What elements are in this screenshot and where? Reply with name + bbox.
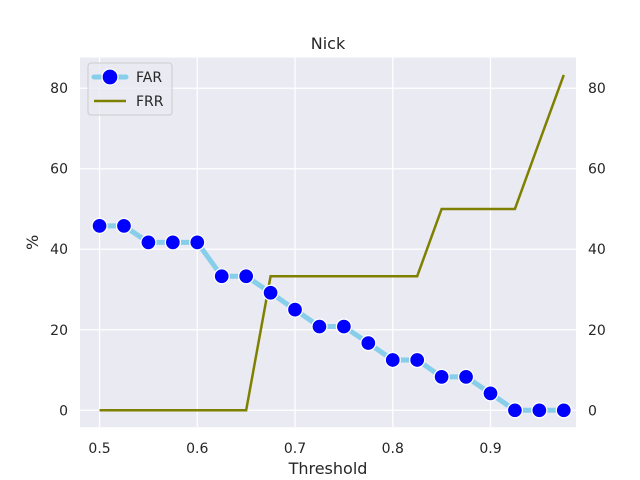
far-data-point: [237, 268, 255, 285]
x-axis-ticks: 0.5 0.6 0.7 0.8 0.9: [88, 441, 501, 457]
far-data-point: [433, 368, 450, 386]
far-data-point: [506, 402, 524, 419]
legend-frr-label: FRR: [136, 94, 164, 110]
far-data-point: [140, 234, 157, 251]
y-axis-label: %: [23, 235, 42, 250]
far-data-point: [482, 385, 499, 402]
far-data-point: [531, 402, 548, 419]
far-data-point: [311, 318, 328, 335]
far-data-point: [262, 284, 279, 301]
y-tick-label: 80: [50, 81, 68, 97]
right-y-tick-label: 0: [588, 403, 597, 419]
right-y-tick-label: 60: [588, 162, 606, 178]
far-data-point: [384, 351, 401, 369]
far-data-point: [189, 234, 206, 251]
series-layer: [91, 74, 572, 419]
right-y-tick-label: 20: [588, 323, 606, 339]
y-tick-label: 60: [50, 162, 68, 178]
x-tick-label: 0.5: [88, 441, 110, 457]
legend: FAR FRR: [87, 62, 173, 116]
far-data-point: [360, 334, 377, 352]
far-data-point: [213, 268, 230, 285]
y-axis-ticks: 0 20 40 60 80: [50, 81, 68, 419]
far-data-point: [555, 402, 572, 419]
x-tick-label: 0.6: [186, 441, 208, 457]
right-y-tick-label: 80: [588, 81, 606, 97]
far-data-point: [164, 234, 181, 251]
far-data-point: [91, 217, 108, 235]
far-data-point: [409, 351, 426, 369]
far-data-point: [457, 368, 475, 386]
legend-far-label: FAR: [136, 70, 162, 86]
x-tick-label: 0.8: [382, 441, 404, 457]
far-data-point: [115, 217, 133, 235]
x-axis-label: Threshold: [288, 459, 368, 478]
y-tick-label: 40: [50, 242, 68, 258]
far-data-point: [286, 301, 304, 318]
far-data-point: [335, 318, 353, 335]
y-tick-label: 0: [59, 403, 68, 419]
right-y-axis-ticks: 0 20 40 60 80: [588, 81, 606, 419]
x-tick-label: 0.9: [479, 441, 501, 457]
y-tick-label: 20: [50, 323, 68, 339]
series-frr-line: [99, 74, 565, 412]
right-y-tick-label: 40: [588, 242, 606, 258]
chart-title: Nick: [311, 34, 346, 53]
x-tick-label: 0.7: [284, 441, 306, 457]
legend-far-marker: [101, 68, 119, 86]
